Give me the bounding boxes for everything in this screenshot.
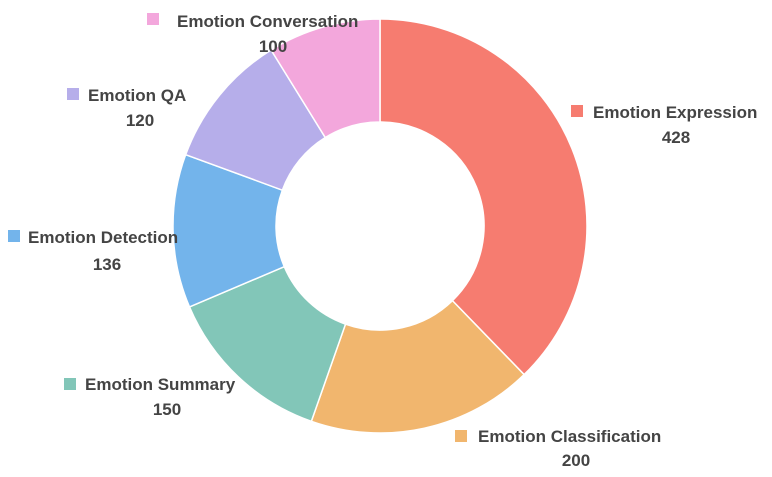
slice-value: 136 <box>93 255 121 274</box>
slice-emotion-conversation <box>270 18 381 139</box>
slice-value: 120 <box>126 111 154 130</box>
slice-value: 100 <box>259 37 287 56</box>
slice-labels: Emotion Expression 428 Emotion Classificat… <box>8 12 757 470</box>
legend-swatch <box>67 88 79 100</box>
slice-label: Emotion Detection <box>28 228 178 247</box>
slice-label: Emotion Expression <box>593 103 757 122</box>
slice-value: 150 <box>153 400 181 419</box>
slice-label: Emotion Conversation <box>177 12 358 31</box>
legend-swatch <box>8 230 20 242</box>
slice-emotion-expression <box>379 18 588 376</box>
slice-label: Emotion QA <box>88 86 186 105</box>
slice-label: Emotion Classification <box>478 427 661 446</box>
slice-value: 428 <box>662 128 690 147</box>
slice-emotion-classification <box>310 299 526 434</box>
legend-swatch <box>571 105 583 117</box>
donut-slices <box>172 18 588 434</box>
legend-swatch <box>64 378 76 390</box>
legend-swatch <box>455 430 467 442</box>
slice-value: 200 <box>562 451 590 470</box>
slice-label: Emotion Summary <box>85 375 236 394</box>
legend-swatch <box>147 13 159 25</box>
